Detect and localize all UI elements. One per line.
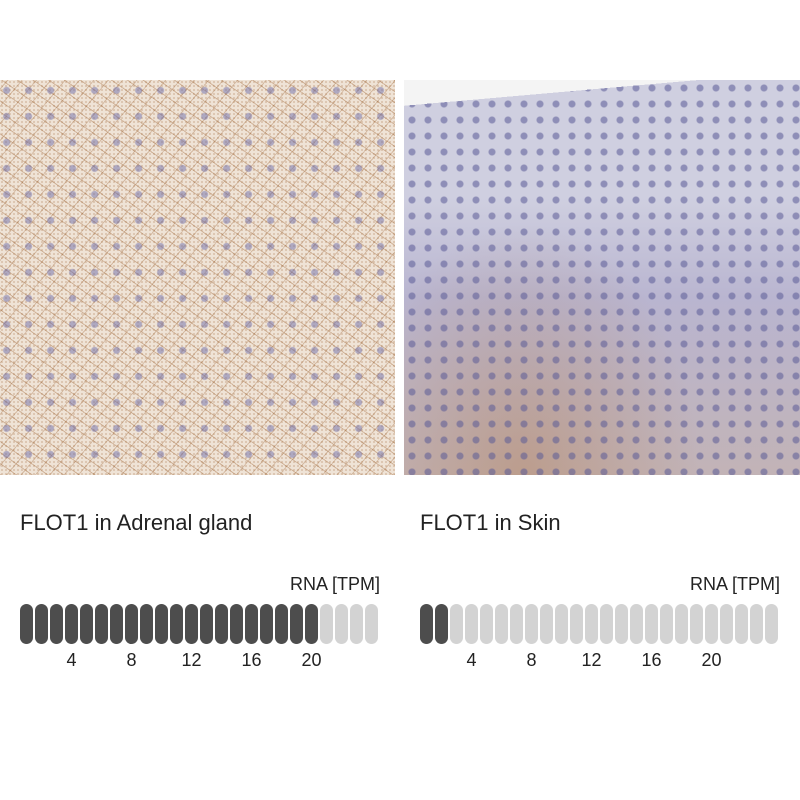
rna-segment-filled (50, 604, 63, 644)
rna-segment-empty (525, 604, 538, 644)
rna-segment-empty (675, 604, 688, 644)
rna-segment-filled (230, 604, 243, 644)
rna-segment-empty (365, 604, 378, 644)
rna-bar-skin (420, 604, 778, 644)
rna-segment-filled (275, 604, 288, 644)
rna-segment-filled (65, 604, 78, 644)
rna-label-adrenal: RNA [TPM] (289, 574, 380, 594)
tick-label: 16 (641, 650, 662, 670)
rna-segment-filled (20, 604, 33, 644)
rna-segment-filled (435, 604, 448, 644)
adrenal-gland-tissue-image (0, 80, 395, 475)
rna-segment-filled (95, 604, 108, 644)
rna-segment-empty (335, 604, 348, 644)
tick-label: 20 (701, 650, 722, 670)
rna-segment-filled (420, 604, 433, 644)
tick-label: 12 (181, 650, 202, 670)
rna-segment-empty (585, 604, 598, 644)
rna-label-skin: RNA [TPM] (689, 574, 780, 594)
rna-segment-empty (645, 604, 658, 644)
rna-segment-filled (200, 604, 213, 644)
rna-segment-filled (110, 604, 123, 644)
rna-segment-filled (170, 604, 183, 644)
rna-segment-empty (540, 604, 553, 644)
rna-segment-empty (630, 604, 643, 644)
rna-segment-empty (615, 604, 628, 644)
rna-segment-empty (750, 604, 763, 644)
rna-segment-empty (600, 604, 613, 644)
rna-segment-filled (215, 604, 228, 644)
tick-label: 4 (66, 650, 77, 670)
rna-segment-empty (720, 604, 733, 644)
tick-label: 16 (241, 650, 262, 670)
rna-segment-filled (140, 604, 153, 644)
skin-tissue-image (404, 80, 800, 475)
tick-label: 8 (126, 650, 137, 670)
rna-segment-empty (450, 604, 463, 644)
rna-segment-filled (125, 604, 138, 644)
rna-segment-filled (155, 604, 168, 644)
rna-segment-filled (245, 604, 258, 644)
rna-segment-empty (320, 604, 333, 644)
rna-segment-empty (495, 604, 508, 644)
rna-segment-empty (765, 604, 778, 644)
rna-segment-filled (80, 604, 93, 644)
rna-segment-empty (350, 604, 363, 644)
rna-segment-empty (480, 604, 493, 644)
tick-label: 12 (581, 650, 602, 670)
tick-label: 8 (526, 650, 537, 670)
rna-segment-filled (35, 604, 48, 644)
rna-bar-adrenal (20, 604, 378, 644)
tick-label: 20 (301, 650, 322, 670)
rna-segment-empty (660, 604, 673, 644)
rna-segment-filled (185, 604, 198, 644)
rna-segment-empty (690, 604, 703, 644)
rna-segment-filled (260, 604, 273, 644)
rna-segment-empty (705, 604, 718, 644)
rna-segment-empty (555, 604, 568, 644)
rna-segment-filled (290, 604, 303, 644)
panel-title-skin: FLOT1 in Skin (420, 510, 561, 535)
rna-segment-empty (735, 604, 748, 644)
rna-segment-empty (465, 604, 478, 644)
panel-title-adrenal: FLOT1 in Adrenal gland (20, 510, 253, 535)
tick-label: 4 (466, 650, 477, 670)
rna-segment-empty (510, 604, 523, 644)
rna-segment-filled (305, 604, 318, 644)
rna-segment-empty (570, 604, 583, 644)
